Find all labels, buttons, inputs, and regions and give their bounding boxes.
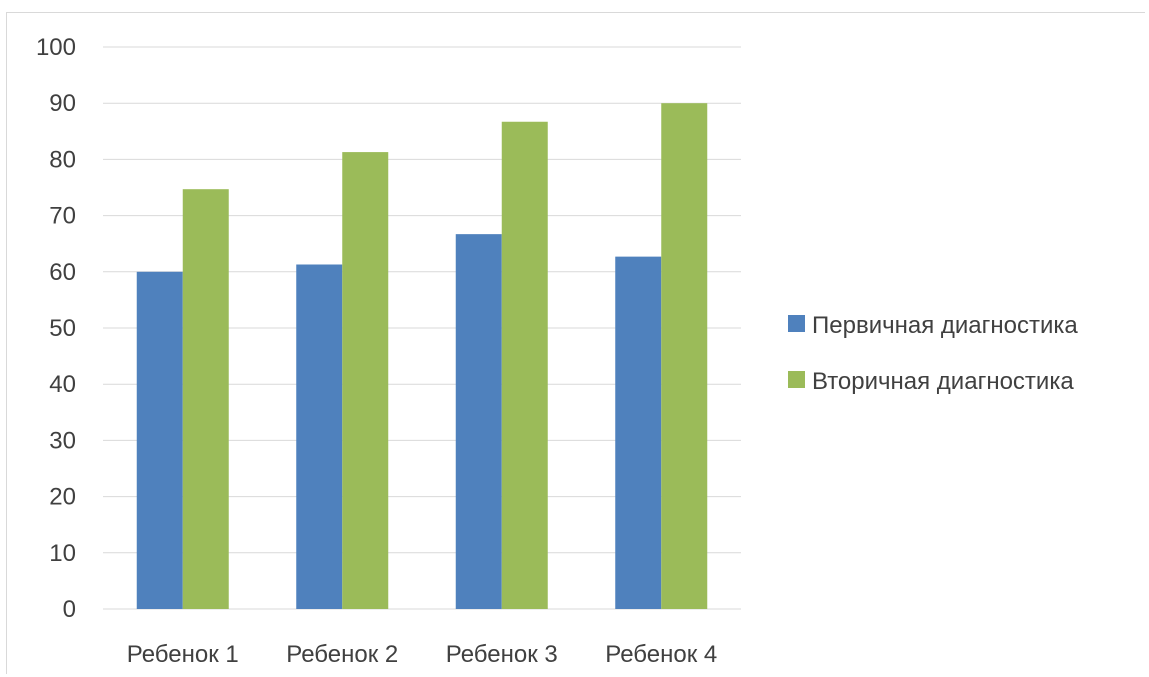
bar-1-1 [136, 271, 183, 609]
x-tick-label: Ребенок 3 [446, 641, 558, 668]
y-tick-label: 80 [49, 146, 76, 173]
legend: Первичная диагностика Вторичная диагности… [788, 312, 1078, 395]
y-tick-label: 10 [49, 540, 76, 567]
bar-1-3 [455, 234, 502, 609]
bar-2-3 [501, 121, 548, 609]
x-tick-label: Ребенок 4 [605, 641, 717, 668]
bar-2-4 [661, 103, 708, 609]
y-tick-label: 40 [49, 371, 76, 398]
legend-swatch [788, 315, 805, 332]
y-tick-label: 30 [49, 427, 76, 454]
x-axis-tick-labels: Ребенок 1 Ребенок 2 Ребенок 3 Ребенок 4 [127, 641, 717, 668]
y-axis-tick-labels: 0 10 20 30 40 50 60 70 80 90 100 [36, 34, 76, 623]
legend-label: Вторичная диагностика [812, 368, 1074, 395]
legend-label: Первичная диагностика [812, 312, 1078, 339]
bar-1-4 [615, 256, 662, 609]
x-tick-label: Ребенок 2 [286, 641, 398, 668]
bar-2-2 [342, 152, 389, 609]
bar-1-2 [296, 264, 343, 609]
legend-swatch [788, 371, 805, 388]
x-tick-label: Ребенок 1 [127, 641, 239, 668]
y-tick-label: 100 [36, 34, 76, 61]
chart-frame [6, 12, 1145, 674]
y-tick-label: 90 [49, 90, 76, 117]
y-tick-label: 0 [63, 596, 76, 623]
y-tick-label: 70 [49, 203, 76, 230]
bars [136, 103, 708, 609]
y-tick-label: 50 [49, 315, 76, 342]
y-tick-label: 20 [49, 484, 76, 511]
y-tick-label: 60 [49, 259, 76, 286]
bar-2-1 [182, 189, 229, 609]
